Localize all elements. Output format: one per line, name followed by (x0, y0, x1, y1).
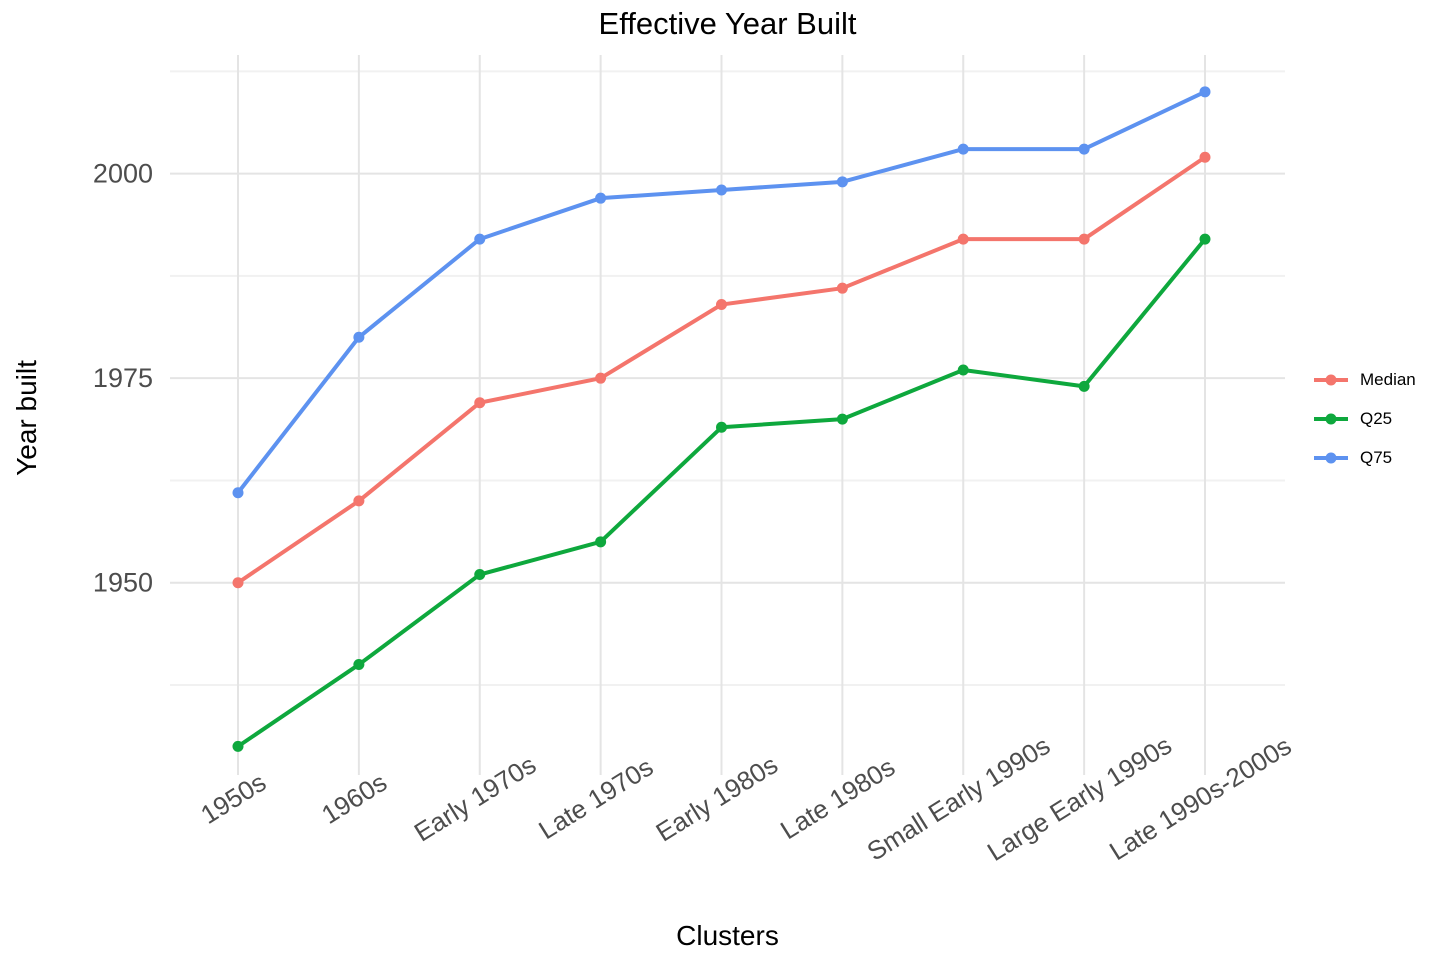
data-point-q75 (232, 487, 244, 499)
data-point-q75 (1199, 86, 1211, 98)
x-tick-label: Early 1970s (409, 749, 541, 847)
data-point-q75 (1078, 143, 1090, 155)
data-point-q75 (836, 176, 848, 188)
chart-title: Effective Year Built (598, 6, 857, 41)
data-point-median (1078, 233, 1090, 245)
data-point-q25 (595, 536, 607, 548)
x-axis-title: Clusters (676, 920, 779, 951)
data-point-q25 (1078, 380, 1090, 392)
x-tick-label: Late 1970s (533, 752, 658, 846)
data-point-q25 (232, 740, 244, 752)
data-point-median (353, 495, 365, 507)
y-tick-label: 1975 (93, 363, 153, 393)
data-point-q75 (474, 233, 486, 245)
data-point-median (957, 233, 969, 245)
x-tick-label: 1960s (316, 767, 392, 830)
data-point-median (474, 397, 486, 409)
q75-line-key-icon (1314, 452, 1348, 463)
data-point-median (836, 282, 848, 294)
data-point-q75 (957, 143, 969, 155)
legend: Median Q25 Q75 (1314, 360, 1416, 477)
data-point-q25 (474, 569, 486, 581)
data-point-q25 (716, 421, 727, 433)
legend-item-q75: Q75 (1314, 438, 1416, 477)
legend-item-median: Median (1314, 360, 1416, 399)
x-tick-label: 1950s (195, 767, 271, 830)
data-point-q25 (836, 413, 848, 425)
y-tick-label: 1950 (93, 568, 153, 598)
legend-label: Q75 (1360, 447, 1393, 467)
legend-label: Median (1360, 369, 1416, 389)
data-point-median (232, 577, 244, 589)
y-tick-label: 2000 (93, 159, 153, 189)
x-tick-label: Early 1980s (651, 749, 783, 847)
data-point-q25 (353, 659, 365, 671)
data-point-median (1199, 151, 1211, 163)
data-point-q75 (716, 184, 727, 196)
data-point-median (595, 372, 607, 384)
data-point-median (716, 299, 727, 311)
data-point-q75 (353, 331, 365, 343)
data-point-q25 (1199, 233, 1211, 245)
legend-label: Q25 (1360, 408, 1393, 428)
data-point-q25 (957, 364, 969, 376)
legend-item-q25: Q25 (1314, 399, 1416, 438)
data-point-q75 (595, 192, 607, 204)
median-line-key-icon (1314, 374, 1348, 385)
q25-line-key-icon (1314, 413, 1348, 424)
y-axis-title: Year built (11, 360, 42, 476)
